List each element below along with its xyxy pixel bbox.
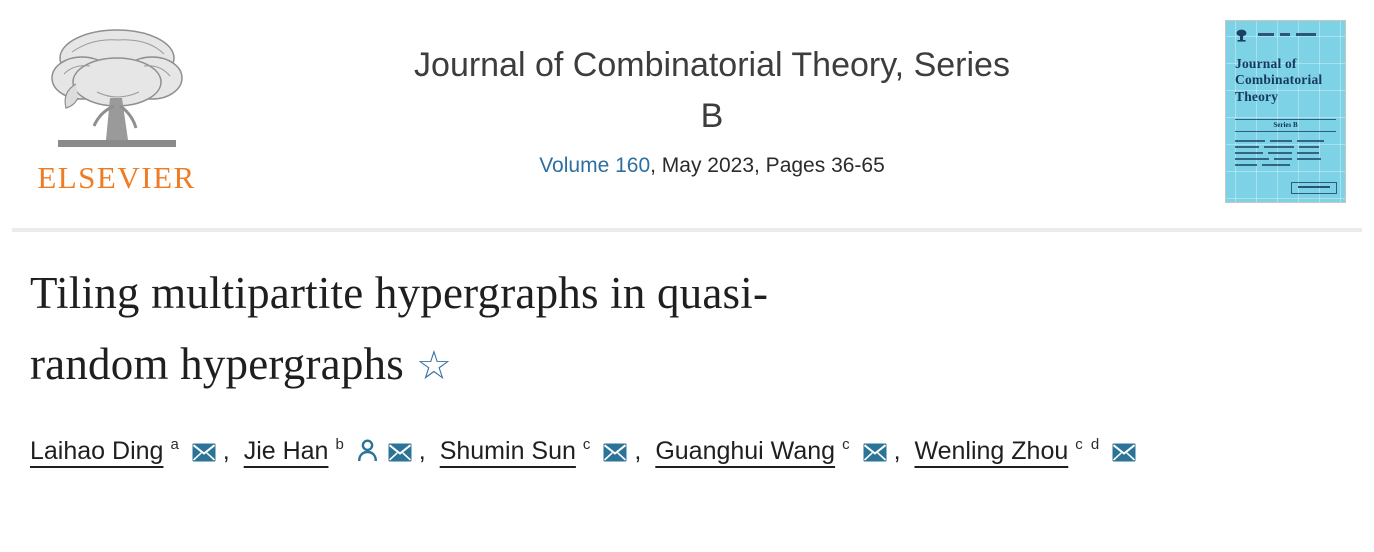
footnote-star-icon[interactable]: ☆ bbox=[415, 343, 452, 390]
cover-header bbox=[1235, 29, 1336, 43]
author-list: Laihao Ding a, Jie Han b, Shumin Sun c, Gua… bbox=[30, 436, 1344, 465]
author-separator: , bbox=[418, 436, 433, 465]
author-affiliation: c d bbox=[1075, 436, 1102, 454]
author-affiliation: b bbox=[335, 436, 346, 454]
author-name-link[interactable]: Shumin Sun bbox=[439, 436, 576, 465]
elsevier-logo[interactable]: ELSEVIER bbox=[34, 20, 199, 193]
person-icon[interactable] bbox=[357, 439, 378, 462]
article-title-line1: Tiling multipartite hypergraphs in quasi… bbox=[30, 268, 769, 318]
author-icons bbox=[858, 437, 892, 466]
author-name-link[interactable]: Laihao Ding bbox=[30, 436, 164, 465]
issue-details: , May 2023, Pages 36-65 bbox=[650, 154, 885, 177]
cover-elsevier-mark-icon bbox=[1236, 29, 1247, 42]
author-affiliation: c bbox=[842, 436, 852, 454]
author-name-link[interactable]: Guanghui Wang bbox=[655, 436, 836, 465]
author-separator: , bbox=[634, 436, 649, 465]
author-icons bbox=[187, 437, 221, 466]
author-icons bbox=[352, 437, 417, 466]
section-divider bbox=[12, 228, 1362, 232]
article-title-line2: random hypergraphs bbox=[30, 339, 404, 390]
elsevier-wordmark: ELSEVIER bbox=[37, 160, 196, 195]
author-name-link[interactable]: Jie Han bbox=[243, 436, 329, 465]
author-separator: , bbox=[222, 436, 237, 465]
cover-sciencedirect-box bbox=[1291, 182, 1337, 194]
author-separator: , bbox=[893, 436, 908, 465]
envelope-icon[interactable] bbox=[388, 443, 412, 462]
journal-title-link[interactable]: Journal of Combinatorial Theory, Series B bbox=[199, 40, 1225, 142]
author-icons bbox=[1107, 437, 1141, 466]
author: Shumin Sun c, bbox=[439, 436, 656, 466]
author-affiliation: c bbox=[582, 436, 593, 454]
cover-series-label: Series B bbox=[1235, 119, 1336, 133]
envelope-icon[interactable] bbox=[863, 443, 887, 462]
cover-journal-title: Journal of Combinatorial Theory bbox=[1235, 56, 1323, 104]
cover-grid-pattern bbox=[1226, 21, 1345, 202]
article-header: Tiling multipartite hypergraphs in quasi… bbox=[0, 258, 1374, 466]
journal-banner: ELSEVIER Journal of Combinatorial Theory… bbox=[0, 0, 1374, 226]
author: Jie Han b, bbox=[243, 436, 440, 466]
issue-line: Volume 160, May 2023, Pages 36-65 bbox=[199, 154, 1225, 178]
envelope-icon[interactable] bbox=[603, 443, 627, 462]
author: Guanghui Wang c, bbox=[655, 436, 914, 466]
author: Wenling Zhou c d bbox=[914, 436, 1150, 466]
article-title: Tiling multipartite hypergraphs in quasi… bbox=[30, 258, 1344, 400]
envelope-icon[interactable] bbox=[192, 443, 216, 462]
cover-editor-lines bbox=[1235, 140, 1336, 167]
author-name-link[interactable]: Wenling Zhou bbox=[914, 436, 1069, 465]
author-icons bbox=[598, 437, 632, 466]
journal-title-line2: B bbox=[700, 97, 724, 135]
journal-cover-thumbnail[interactable]: Journal of Combinatorial Theory Series B bbox=[1225, 20, 1346, 203]
envelope-icon[interactable] bbox=[1112, 443, 1136, 462]
journal-title-line1: Journal of Combinatorial Theory, Series bbox=[414, 46, 1010, 84]
elsevier-tree-icon bbox=[50, 29, 183, 147]
author: Laihao Ding a, bbox=[30, 436, 244, 466]
volume-link[interactable]: Volume 160 bbox=[539, 154, 651, 177]
cover-issue-meta bbox=[1258, 33, 1316, 36]
journal-heading-block: Journal of Combinatorial Theory, Series B… bbox=[199, 20, 1225, 178]
author-affiliation: a bbox=[170, 436, 181, 454]
